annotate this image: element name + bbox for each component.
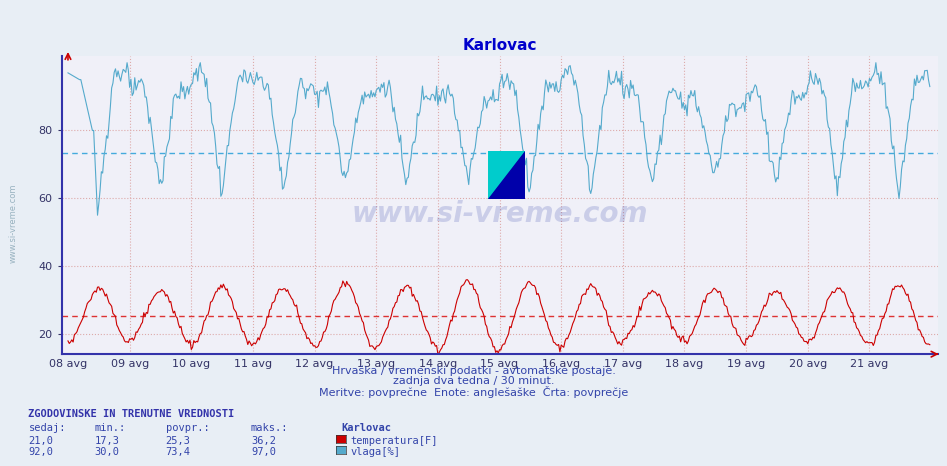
Text: vlaga[%]: vlaga[%] — [350, 447, 401, 457]
Text: min.:: min.: — [95, 423, 126, 433]
Text: zadnja dva tedna / 30 minut.: zadnja dva tedna / 30 minut. — [393, 376, 554, 386]
Text: maks.:: maks.: — [251, 423, 289, 433]
Text: www.si-vreme.com: www.si-vreme.com — [9, 184, 18, 263]
Text: 97,0: 97,0 — [251, 447, 276, 457]
Text: povpr.:: povpr.: — [166, 423, 209, 433]
Text: 17,3: 17,3 — [95, 436, 119, 445]
Text: 25,3: 25,3 — [166, 436, 190, 445]
Text: 92,0: 92,0 — [28, 447, 53, 457]
Text: 30,0: 30,0 — [95, 447, 119, 457]
Title: Karlovac: Karlovac — [462, 38, 537, 54]
Text: www.si-vreme.com: www.si-vreme.com — [351, 200, 648, 228]
Text: ZGODOVINSKE IN TRENUTNE VREDNOSTI: ZGODOVINSKE IN TRENUTNE VREDNOSTI — [28, 409, 235, 419]
Text: temperatura[F]: temperatura[F] — [350, 436, 438, 445]
Text: 21,0: 21,0 — [28, 436, 53, 445]
Text: Hrvaška / vremenski podatki - avtomatske postaje.: Hrvaška / vremenski podatki - avtomatske… — [331, 366, 616, 377]
Text: 36,2: 36,2 — [251, 436, 276, 445]
Text: Karlovac: Karlovac — [341, 423, 391, 433]
Text: 73,4: 73,4 — [166, 447, 190, 457]
Text: Meritve: povprečne  Enote: anglešaške  Črta: povprečje: Meritve: povprečne Enote: anglešaške Črt… — [319, 386, 628, 398]
Text: sedaj:: sedaj: — [28, 423, 66, 433]
